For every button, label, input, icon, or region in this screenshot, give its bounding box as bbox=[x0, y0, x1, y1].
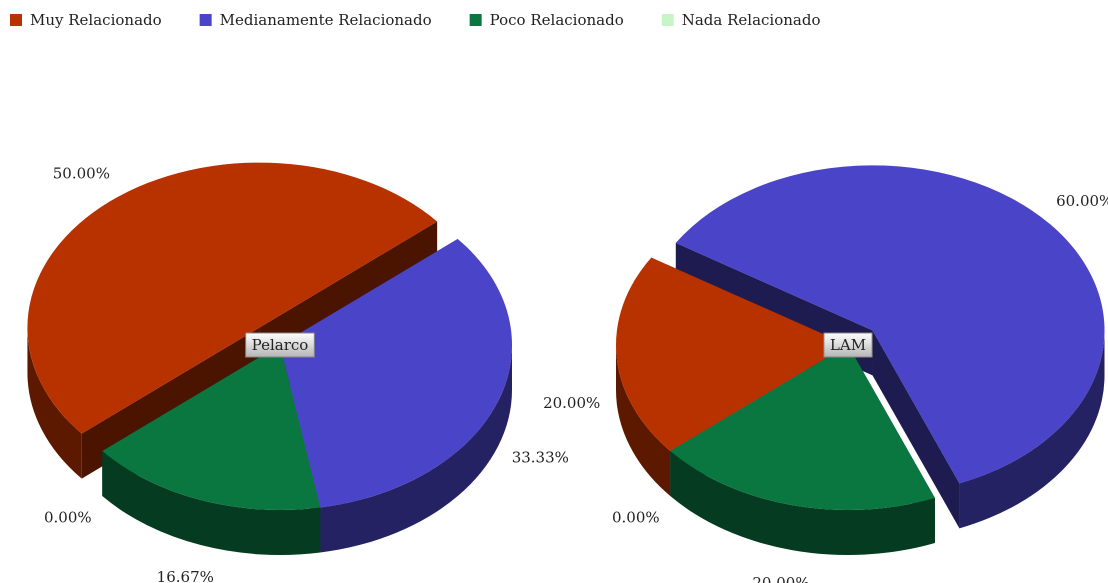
chart-title: Pelarco bbox=[252, 336, 309, 354]
legend-swatch bbox=[661, 14, 674, 26]
data-label: 0.00% bbox=[612, 509, 660, 527]
pie-slice bbox=[27, 162, 438, 434]
pie-outer-wall bbox=[959, 330, 1105, 529]
pie: 20.00% 60.00% 20.00% 0.00% bbox=[543, 165, 1108, 583]
data-label: 50.00% bbox=[53, 164, 110, 182]
pie-slice bbox=[670, 345, 935, 511]
legend-label: Nada Relacionado bbox=[682, 11, 821, 29]
pie-slice bbox=[616, 257, 848, 452]
pie-slice bbox=[102, 345, 321, 510]
pie-slice bbox=[675, 165, 1105, 484]
data-label: 33.33% bbox=[512, 448, 569, 466]
pie: 50.00% 33.33% 16.67% 0.00% bbox=[27, 162, 569, 583]
data-label: 20.00% bbox=[543, 394, 600, 412]
legend-swatch bbox=[10, 14, 22, 26]
legend-swatch bbox=[199, 14, 212, 26]
chart-title: LAM bbox=[830, 336, 866, 354]
pie-outer-wall bbox=[615, 345, 671, 497]
legend-label: Muy Relacionado bbox=[30, 11, 162, 29]
data-label: 60.00% bbox=[1056, 192, 1108, 210]
legend-swatch bbox=[469, 14, 482, 26]
legend-label: Medianamente Relacionado bbox=[220, 11, 432, 29]
pie-side-wall bbox=[872, 330, 960, 529]
title-box bbox=[245, 332, 315, 358]
pie-outer-wall bbox=[320, 345, 512, 553]
data-label: 16.67% bbox=[157, 568, 214, 583]
pie-slice bbox=[280, 238, 512, 508]
pie-title: LAM bbox=[823, 332, 873, 358]
data-label: 0.00% bbox=[44, 509, 92, 527]
pie-outer-wall bbox=[670, 451, 935, 555]
data-label: 20.00% bbox=[752, 574, 809, 583]
legend-label: Poco Relacionado bbox=[490, 11, 624, 29]
pie-outer-wall bbox=[102, 451, 321, 556]
title-box bbox=[823, 332, 873, 358]
pie-title: Pelarco bbox=[245, 332, 315, 358]
legend: Muy Relacionado Medianamente Relacionado P… bbox=[10, 11, 821, 29]
pie-outer-wall bbox=[27, 327, 82, 479]
